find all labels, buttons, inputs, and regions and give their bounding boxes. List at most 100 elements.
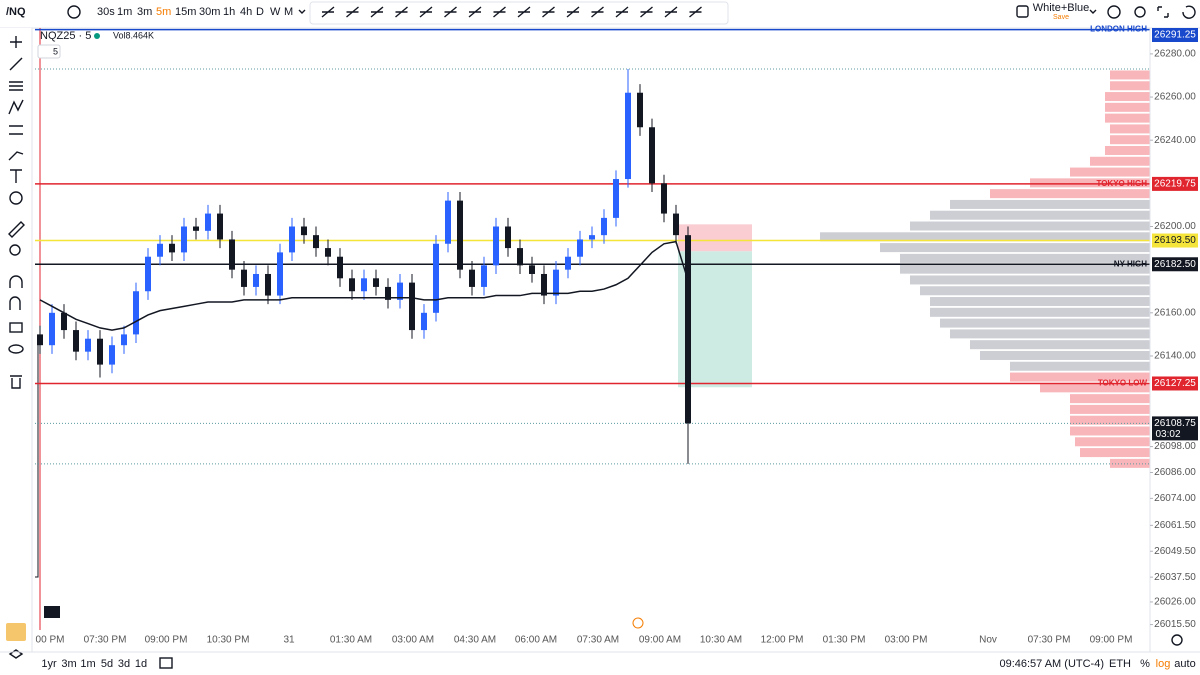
level-badge — [1152, 257, 1198, 272]
candle-body — [649, 127, 655, 184]
y-tick-label: 26061.50 — [1154, 520, 1196, 531]
drawing-tool[interactable] — [640, 6, 653, 18]
countdown: 03:02 — [1155, 429, 1180, 440]
drawing-tool[interactable] — [517, 6, 531, 18]
level-badge-label: 26219.75 — [1154, 179, 1196, 190]
crosshair-tool[interactable] — [10, 36, 22, 48]
drawing-tool[interactable] — [444, 6, 457, 18]
range-button[interactable]: 1d — [135, 658, 147, 670]
status-dot — [94, 33, 100, 39]
brush-tool[interactable] — [8, 151, 24, 161]
text-tool[interactable] — [10, 169, 22, 183]
vwap-line — [39, 240, 689, 331]
y-tick-label: 26074.00 — [1154, 493, 1196, 504]
interval-button[interactable]: 30m — [199, 6, 220, 18]
drawing-tool[interactable] — [370, 6, 384, 18]
last-price-label: 26108.75 — [1154, 418, 1196, 429]
candle-body — [97, 338, 103, 365]
log-button[interactable]: log — [1156, 658, 1171, 670]
magnet-tool[interactable] — [9, 275, 23, 288]
interval-button[interactable]: 5m — [156, 6, 171, 18]
x-tick-label: 09:00 AM — [639, 635, 681, 646]
candle-body — [445, 200, 451, 244]
drawing-tool[interactable] — [542, 6, 555, 18]
settings[interactable] — [1134, 6, 1146, 18]
drawing-tool[interactable] — [419, 6, 433, 18]
object-tree[interactable] — [8, 649, 24, 659]
pattern-tool[interactable] — [8, 99, 24, 115]
theme[interactable]: White+Blue — [1033, 2, 1090, 14]
drawing-tool[interactable] — [689, 6, 702, 18]
drawing-tool[interactable] — [346, 6, 359, 18]
stay-drawing[interactable] — [9, 296, 21, 310]
drawing-tool[interactable] — [566, 6, 580, 18]
goto-date[interactable] — [159, 657, 173, 669]
range-button[interactable]: 3m — [61, 658, 76, 670]
drawing-tool[interactable] — [468, 6, 482, 18]
range-button[interactable]: 1yr — [41, 658, 57, 670]
drawing-tool[interactable] — [591, 6, 604, 18]
layout-toggle[interactable] — [1016, 5, 1029, 18]
session-button[interactable]: ETH — [1109, 658, 1131, 670]
volume-profile-bar — [900, 264, 1150, 274]
interval-button[interactable]: 1m — [117, 6, 132, 18]
favorites[interactable] — [6, 623, 26, 641]
save[interactable]: Save — [1053, 14, 1069, 21]
volume-profile-bar — [980, 350, 1150, 360]
candle-body — [349, 278, 355, 292]
auto-button[interactable]: auto — [1174, 658, 1195, 670]
lock-tool[interactable] — [9, 322, 23, 333]
logo — [44, 606, 60, 618]
interval-button[interactable]: W — [270, 6, 281, 18]
volume-profile-bar — [930, 210, 1150, 220]
symbol-search[interactable]: /NQ — [6, 6, 26, 18]
fib-tool[interactable] — [9, 81, 23, 91]
legend-toggle[interactable] — [37, 44, 61, 59]
alerts[interactable] — [1107, 5, 1121, 19]
zoom-tool[interactable] — [9, 244, 21, 256]
theme-menu[interactable] — [1089, 9, 1097, 14]
range-button[interactable]: 3d — [118, 658, 130, 670]
percent-button[interactable]: % — [1140, 658, 1150, 670]
fullscreen[interactable] — [1157, 6, 1169, 18]
candle-body — [61, 312, 67, 331]
add-symbol[interactable] — [67, 5, 81, 19]
events-icon[interactable] — [632, 617, 644, 629]
hide-tool[interactable] — [8, 344, 24, 354]
axis-settings[interactable] — [1171, 634, 1183, 646]
trendline-tool[interactable] — [9, 57, 23, 71]
drawing-tool[interactable] — [615, 6, 629, 18]
drawing-tool[interactable] — [493, 6, 506, 18]
candle-body — [505, 226, 511, 249]
legend-volume: Vol8.464K — [113, 30, 154, 40]
y-tick-label: 26086.00 — [1154, 467, 1196, 478]
prediction-tool[interactable] — [9, 125, 23, 135]
measure-tool[interactable] — [8, 221, 25, 238]
drawing-tool[interactable] — [395, 6, 408, 18]
range-button[interactable]: 1m — [80, 658, 95, 670]
level-label: NY HIGH — [1114, 259, 1147, 268]
level-badge — [1152, 376, 1198, 391]
interval-button[interactable]: 30s — [97, 6, 115, 18]
interval-button[interactable]: 15m — [175, 6, 196, 18]
y-tick-label: 26015.50 — [1154, 619, 1196, 630]
range-button[interactable]: 5d — [101, 658, 113, 670]
candle-body — [589, 235, 595, 240]
drawing-tool[interactable] — [321, 6, 335, 18]
screenshot[interactable] — [1182, 5, 1196, 19]
remove-tool[interactable] — [10, 375, 22, 389]
interval-button[interactable]: 4h — [240, 6, 252, 18]
y-tick-label: 26049.50 — [1154, 546, 1196, 557]
interval-menu[interactable] — [298, 9, 306, 14]
drawing-tool[interactable] — [664, 6, 678, 18]
candle-body — [325, 248, 331, 257]
volume-profile-bar — [950, 199, 1150, 209]
interval-button[interactable]: 3m — [137, 6, 152, 18]
volume-profile-bar — [900, 253, 1150, 263]
interval-button[interactable]: 1h — [223, 6, 235, 18]
candle-body — [661, 183, 667, 214]
interval-button[interactable]: M — [284, 6, 293, 18]
icon-tool[interactable] — [9, 191, 23, 205]
candle-body — [73, 330, 79, 352]
interval-button[interactable]: D — [256, 6, 264, 18]
